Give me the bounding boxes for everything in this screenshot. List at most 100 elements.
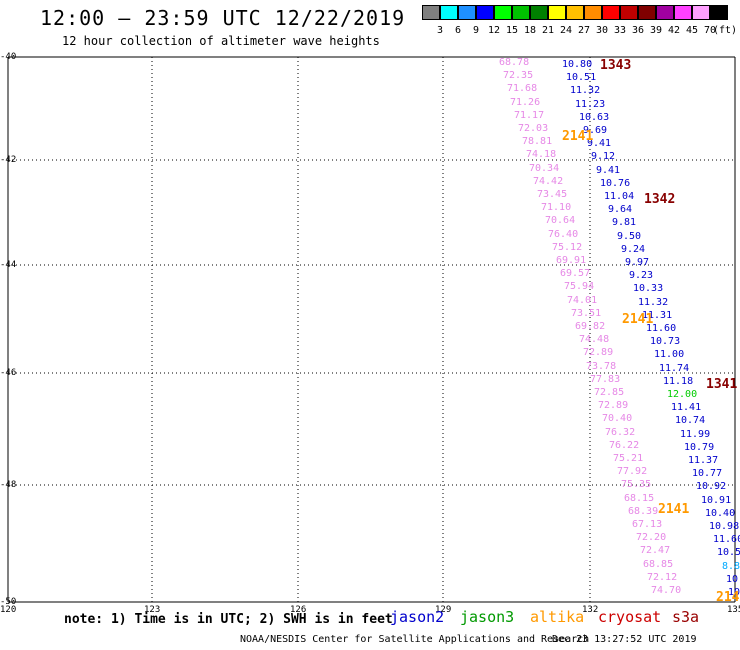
wave-height-value: 69.82: [575, 321, 606, 332]
wave-height-value: 9.24: [621, 244, 646, 255]
legend-swatch: [494, 5, 512, 20]
wave-height-value: 9.69: [583, 125, 608, 136]
wave-height-value: 11.37: [688, 455, 719, 466]
wave-height-value: 9.41: [596, 165, 621, 176]
legend-swatch: [422, 5, 440, 20]
wave-height-value: 68.78: [499, 57, 530, 68]
lat-label: -42: [0, 155, 17, 165]
wave-height-value: 10.5: [717, 547, 740, 558]
wave-height-value: 74.18: [526, 149, 557, 160]
wave-height-value: 74.01: [567, 295, 598, 306]
legend-label: 36: [631, 25, 645, 36]
wave-height-value: 72.35: [503, 70, 534, 81]
pass-number-label: 2141: [716, 590, 740, 605]
wave-height-value: 8.8: [722, 561, 740, 572]
satellite-name-cryosat: cryosat: [598, 608, 662, 626]
wave-height-value: 68.15: [624, 493, 655, 504]
wave-height-value: 11.23: [575, 99, 606, 110]
wave-height-value: 70.34: [529, 163, 560, 174]
legend-unit: (ft): [712, 25, 738, 36]
legend-label: 30: [595, 25, 609, 36]
legend-swatch: [638, 5, 656, 20]
wave-height-value: 11.41: [671, 402, 702, 413]
wave-height-value: 72.20: [636, 532, 667, 543]
wave-height-value: 10.63: [579, 112, 610, 123]
wave-height-value: 10.91: [701, 495, 732, 506]
wave-height-value: 10.80: [562, 59, 593, 70]
credit-text: NOAA/NESDIS Center for Satellite Applica…: [240, 634, 590, 645]
wave-height-value: 74.70: [651, 585, 682, 596]
wave-height-value: 10.73: [650, 336, 681, 347]
wave-height-value: 75.35: [621, 479, 652, 490]
legend-label: 45: [685, 25, 699, 36]
wave-height-value: 9.64: [608, 204, 633, 215]
wave-height-value: 9.50: [617, 231, 642, 242]
lon-label: 132: [582, 605, 599, 615]
wave-height-value: 75.12: [552, 242, 583, 253]
lon-label: 129: [435, 605, 452, 615]
legend-swatch: [620, 5, 638, 20]
legend-swatch: [692, 5, 710, 20]
pass-number-label: 2141: [562, 129, 594, 144]
map-subtitle: 12 hour collection of altimeter wave hei…: [62, 34, 380, 48]
legend-label: 21: [541, 25, 555, 36]
wave-height-value: 72.89: [598, 400, 629, 411]
pass-number-label: 2141: [658, 502, 690, 517]
legend-label: 15: [505, 25, 519, 36]
wave-height-value: 67.13: [632, 519, 663, 530]
legend-swatch: [458, 5, 476, 20]
map-title: 12:00 – 23:59 UTC 12/22/2019: [40, 6, 406, 30]
satellite-name-jason2: jason2: [390, 608, 445, 626]
timestamp-text: Dec 23 13:27:52 UTC 2019: [552, 634, 697, 645]
wave-height-value: 72.12: [647, 572, 678, 583]
legend-label: 42: [667, 25, 681, 36]
wave-height-value: 71.26: [510, 97, 541, 108]
wave-height-value: 11.99: [680, 429, 711, 440]
pass-number-label: 2141: [622, 312, 654, 327]
legend-swatch: [710, 5, 728, 20]
legend-label: 12: [487, 25, 501, 36]
wave-height-value: 10.79: [684, 442, 715, 453]
wave-height-value: 10.77: [692, 468, 723, 479]
lat-label: -40: [0, 52, 17, 62]
wave-height-value: 70.64: [545, 215, 576, 226]
lon-label: 126: [290, 605, 307, 615]
wave-height-value: 68.39: [628, 506, 659, 517]
wave-height-value: 11.60: [713, 534, 740, 545]
legend-swatch: [656, 5, 674, 20]
satellite-name-s3a: s3a: [672, 608, 700, 626]
map-gridlines: [8, 57, 735, 602]
wave-height-value: 72.47: [640, 545, 671, 556]
wave-height-value: 75.21: [613, 453, 644, 464]
wave-height-value: 10.76: [600, 178, 631, 189]
wave-height-value: 73.45: [537, 189, 568, 200]
legend-label: 18: [523, 25, 537, 36]
satellite-name-altika: altika: [530, 608, 585, 626]
legend-label: 39: [649, 25, 663, 36]
lat-label: -44: [0, 260, 17, 270]
legend-label: 27: [577, 25, 591, 36]
wave-height-value: 11.32: [638, 297, 669, 308]
wave-height-value: 11.04: [604, 191, 635, 202]
legend-swatch: [548, 5, 566, 20]
legend-label: 9: [472, 25, 480, 36]
legend-swatch: [440, 5, 458, 20]
wave-height-value: 74.42: [533, 176, 564, 187]
wave-height-value: 76.40: [548, 229, 579, 240]
wave-height-value: 71.68: [507, 83, 538, 94]
wave-height-value: 10: [728, 587, 740, 598]
wave-height-value: 9.23: [629, 270, 654, 281]
lon-label: 120: [0, 605, 17, 615]
wave-height-value: 10.92: [696, 481, 727, 492]
lat-label: -46: [0, 368, 17, 378]
legend-swatch: [674, 5, 692, 20]
wave-height-value: 71.17: [514, 110, 545, 121]
wave-height-value: 10.74: [675, 415, 706, 426]
wave-height-value: 77.83: [590, 374, 621, 385]
legend-swatch: [602, 5, 620, 20]
wave-height-value: 9.81: [612, 217, 637, 228]
pass-number-label: 1341: [706, 377, 738, 392]
wave-height-value: 10.98: [709, 521, 740, 532]
wave-height-value: 11.00: [654, 349, 685, 360]
